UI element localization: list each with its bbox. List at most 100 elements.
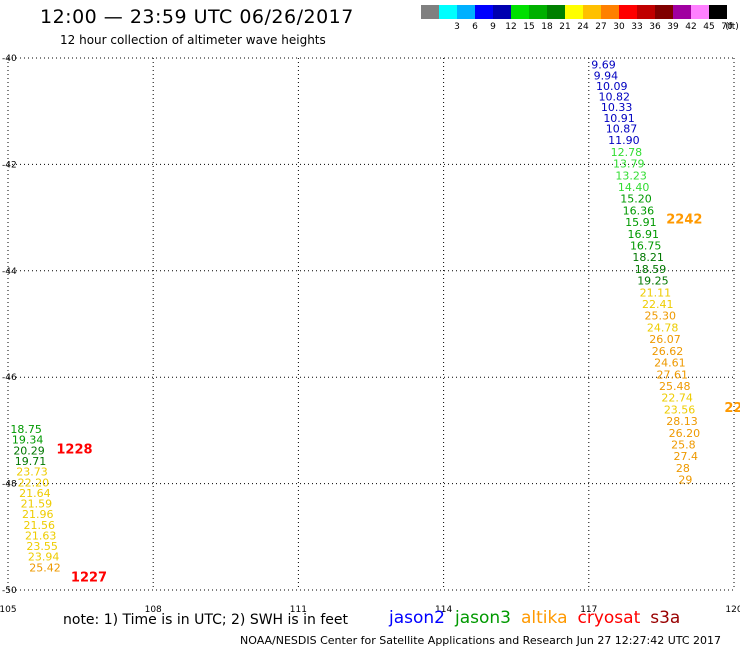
legend-swatch xyxy=(655,5,673,19)
y-tick-label: -48 xyxy=(2,480,17,490)
legend-label: 21 xyxy=(559,22,571,32)
y-tick-label: -44 xyxy=(2,267,17,277)
satellite-cryosat: cryosat xyxy=(577,608,641,628)
swh-value: 23.73 xyxy=(16,466,48,479)
swh-value: 21.11 xyxy=(640,286,672,299)
y-tick-label: -46 xyxy=(2,373,17,383)
legend-swatch xyxy=(565,5,583,19)
swh-value: 15.20 xyxy=(620,193,652,206)
legend-label: 15 xyxy=(523,22,535,32)
legend-label: 30 xyxy=(613,22,625,32)
swh-value: 27.61 xyxy=(657,368,689,381)
legend-label: 45 xyxy=(703,22,715,32)
legend-label: 70 xyxy=(721,22,733,32)
swh-value: 9.94 xyxy=(594,69,619,82)
y-tick-label: -42 xyxy=(2,160,17,170)
legend-label: 39 xyxy=(667,22,679,32)
x-tick-label: 117 xyxy=(580,605,597,615)
legend-label: 12 xyxy=(505,22,517,32)
legend-swatch xyxy=(547,5,565,19)
footer-note: note: 1) Time is in UTC; 2) SWH is in fe… xyxy=(63,612,349,628)
x-tick-label: 108 xyxy=(145,605,162,615)
legend-label: 3 xyxy=(454,22,460,32)
swh-value: 19.71 xyxy=(15,455,47,468)
legend-label: 9 xyxy=(490,22,496,32)
chart-title: 12:00 — 23:59 UTC 06/26/2017 xyxy=(40,6,354,28)
swh-value: 18.75 xyxy=(10,423,41,436)
swh-value: 25.42 xyxy=(29,561,60,574)
legend-swatch xyxy=(637,5,655,19)
swh-value: 10.91 xyxy=(603,112,635,125)
swh-value: 28 xyxy=(676,462,690,475)
swh-value: 18.59 xyxy=(635,263,667,276)
swh-value: 19.34 xyxy=(12,434,44,447)
legend-swatch xyxy=(709,5,727,19)
legend-label: 27 xyxy=(595,22,607,32)
x-tick-label: 114 xyxy=(435,605,452,615)
swh-value: 12.78 xyxy=(611,146,643,159)
swh-value: 16.91 xyxy=(628,228,660,241)
swh-value: 10.82 xyxy=(598,91,630,104)
legend-label: 36 xyxy=(649,22,661,32)
legend-swatch xyxy=(601,5,619,19)
x-tick-label: 111 xyxy=(290,605,307,615)
swh-value: 10.09 xyxy=(596,80,628,93)
time-label: 1228 xyxy=(56,442,92,457)
satellite-jason2: jason2 xyxy=(389,608,445,628)
swh-value: 25.30 xyxy=(644,310,676,323)
y-tick-label: -50 xyxy=(2,586,17,596)
legend-label: 24 xyxy=(577,22,589,32)
legend-unit: (ft) xyxy=(725,22,739,32)
swh-value: 26.62 xyxy=(652,345,684,358)
satellite-jason3: jason3 xyxy=(455,608,511,628)
swh-value: 11.90 xyxy=(608,134,640,147)
swh-value: 22.41 xyxy=(642,298,674,311)
legend-label: 18 xyxy=(541,22,553,32)
swh-value: 29 xyxy=(678,474,692,487)
legend-swatch xyxy=(493,5,511,19)
legend-label: 33 xyxy=(631,22,643,32)
swh-value: 10.87 xyxy=(606,122,638,135)
swh-value: 27.4 xyxy=(674,450,699,463)
swh-value: 16.75 xyxy=(630,240,662,253)
satellite-s3a: s3a xyxy=(650,608,681,628)
time-label: 2242 xyxy=(666,212,702,227)
credit-line: NOAA/NESDIS Center for Satellite Applica… xyxy=(240,634,722,647)
swh-value: 21.64 xyxy=(19,487,51,500)
y-tick-label: -40 xyxy=(2,54,17,64)
swh-value: 25.8 xyxy=(671,438,696,451)
time-label: 22 xyxy=(724,401,740,416)
legend-swatch xyxy=(583,5,601,19)
satellite-altika: altika xyxy=(521,608,568,628)
legend-swatch xyxy=(691,5,709,19)
swh-value: 28.13 xyxy=(666,415,698,428)
swh-value: 16.36 xyxy=(623,204,655,217)
data-labels: 9.699.9410.0910.8210.3310.9110.8711.9012… xyxy=(10,59,740,586)
legend-label: 6 xyxy=(472,22,478,32)
legend-swatch xyxy=(475,5,493,19)
swh-value: 23.94 xyxy=(28,551,60,564)
swh-value: 20.29 xyxy=(13,444,45,457)
time-label: 1227 xyxy=(71,570,107,585)
swh-value: 23.56 xyxy=(664,403,696,416)
swh-value: 26.20 xyxy=(669,427,701,440)
swh-value: 21.63 xyxy=(25,529,57,542)
swh-value: 9.69 xyxy=(591,59,616,72)
swh-value: 22.20 xyxy=(18,476,50,489)
swh-value: 13.79 xyxy=(613,158,645,171)
swh-value: 15.91 xyxy=(625,216,657,229)
swh-value: 26.07 xyxy=(649,333,681,346)
x-tick-label: 105 xyxy=(0,605,17,615)
swh-value: 19.25 xyxy=(637,275,669,288)
swh-value: 25.48 xyxy=(659,380,691,393)
x-tick-label: 120 xyxy=(725,605,740,615)
axis-ticks: 105 108 111 114 117 120 -40 -42 -44 -46 -48 -50 xyxy=(0,54,740,615)
swh-value: 10.33 xyxy=(601,101,633,114)
swh-value: 18.21 xyxy=(632,251,664,264)
swh-value: 21.56 xyxy=(23,519,55,532)
legend-swatch xyxy=(457,5,475,19)
swh-value: 24.78 xyxy=(647,321,679,334)
swh-value: 21.96 xyxy=(22,508,54,521)
chart-subtitle: 12 hour collection of altimeter wave hei… xyxy=(60,33,326,47)
